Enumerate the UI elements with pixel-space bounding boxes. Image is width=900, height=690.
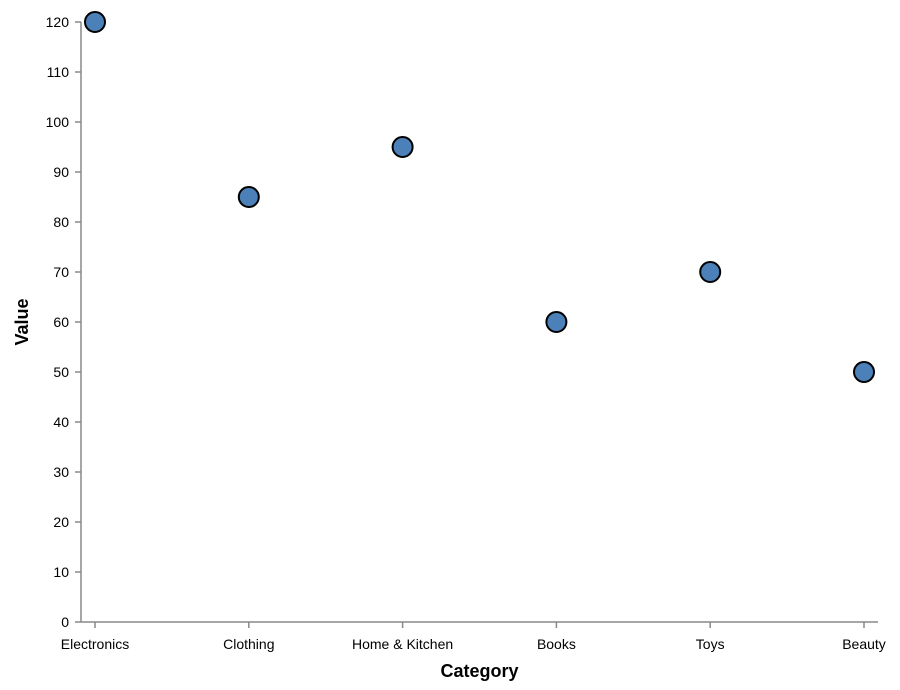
y-tick-label: 20 [53, 514, 69, 530]
y-axis: 0 10 20 30 40 50 60 70 80 90 100 110 120 [46, 14, 82, 630]
y-tick-label: 100 [46, 114, 70, 130]
data-point [237, 186, 260, 208]
x-tick-label: Toys [696, 636, 725, 652]
data-point [84, 11, 106, 33]
x-tick-label: Electronics [61, 636, 129, 652]
y-tick-label: 0 [61, 614, 69, 630]
data-point [391, 136, 414, 158]
y-tick-label: 80 [53, 214, 69, 230]
data-point [545, 311, 568, 333]
x-tick-label: Books [537, 636, 576, 652]
x-axis: Electronics Clothing Home & Kitchen Books To… [61, 621, 886, 652]
x-tick-label: Clothing [223, 636, 274, 652]
data-points [84, 11, 875, 383]
y-tick-label: 70 [53, 264, 69, 280]
y-axis-title: Value [12, 298, 32, 345]
x-tick-label: Beauty [842, 636, 886, 652]
y-tick-label: 110 [47, 64, 70, 80]
y-tick-label: 120 [46, 14, 70, 30]
y-tick-label: 40 [53, 414, 69, 430]
y-tick-label: 10 [53, 564, 69, 580]
y-tick-label: 60 [53, 314, 69, 330]
y-tick-label: 50 [53, 364, 69, 380]
data-point [699, 261, 722, 283]
y-tick-label: 90 [53, 164, 69, 180]
y-tick-label: 30 [53, 464, 69, 480]
x-axis-title: Category [440, 661, 518, 681]
x-tick-label: Home & Kitchen [352, 636, 453, 652]
data-point [853, 361, 875, 383]
